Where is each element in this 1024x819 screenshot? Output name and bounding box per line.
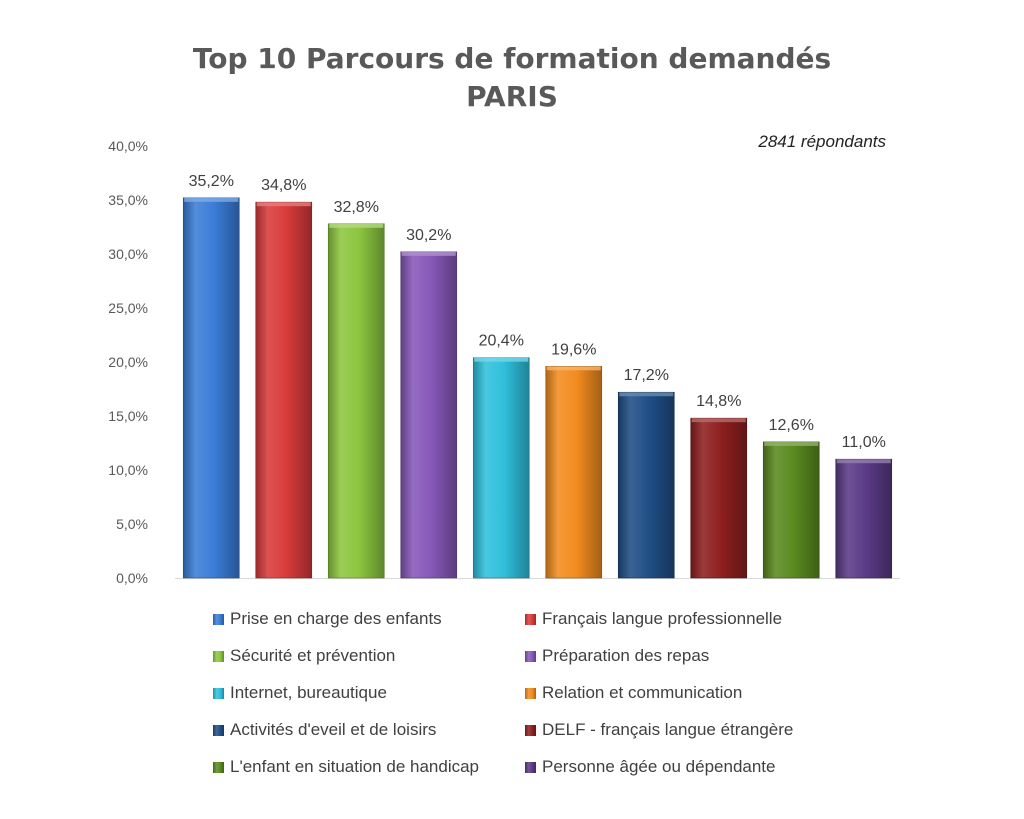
- legend-swatch: [525, 761, 536, 773]
- legend-label: Prise en charge des enfants: [230, 609, 442, 628]
- legend: Prise en charge des enfants Français lang…: [213, 606, 853, 780]
- legend-label: Activités d'eveil et de loisirs: [230, 720, 437, 739]
- chart-subtitle: PARIS: [466, 80, 558, 113]
- chart-title: Top 10 Parcours de formation demandés PA…: [0, 40, 1024, 116]
- legend-item: Relation et communication: [525, 680, 845, 706]
- y-axis: 0,0% 5,0% 10,0% 15,0% 20,0% 25,0% 30,0% 35,0% 40…: [108, 138, 900, 586]
- legend-label: Français langue professionnelle: [542, 609, 783, 628]
- legend-swatch: [213, 724, 224, 736]
- legend-swatch: [525, 724, 536, 736]
- bar: [472, 357, 530, 579]
- legend-swatch: [213, 687, 224, 699]
- bar: [182, 197, 240, 579]
- legend-swatch: [213, 650, 224, 662]
- bar: [762, 441, 820, 579]
- value-labels: 35,2% 34,8% 32,8% 30,2% 20,4% 19,6% 17,2% 14,8%…: [189, 173, 886, 451]
- legend-swatch: [213, 761, 224, 773]
- legend-label: Personne âgée ou dépendante: [542, 757, 776, 776]
- bar-top-highlight: [184, 197, 239, 202]
- bar-top-highlight: [401, 251, 456, 256]
- y-tick-label: 35,0%: [108, 192, 148, 208]
- y-tick-label: 10,0%: [108, 462, 148, 478]
- legend-item: L'enfant en situation de handicap: [213, 754, 525, 780]
- y-tick-label: 15,0%: [108, 408, 148, 424]
- legend-label: Sécurité et prévention: [230, 646, 396, 665]
- legend-item: Activités d'eveil et de loisirs: [213, 717, 525, 743]
- y-tick-label: 20,0%: [108, 354, 148, 370]
- value-label: 34,8%: [261, 177, 306, 194]
- legend-item: Sécurité et prévention: [213, 643, 525, 669]
- bar: [327, 223, 385, 579]
- value-label: 11,0%: [842, 434, 886, 451]
- chart-title-line: Top 10 Parcours de formation demandés: [192, 42, 832, 75]
- bar-top-highlight: [256, 202, 311, 207]
- bar-top-highlight: [691, 418, 746, 423]
- legend-item: Préparation des repas: [525, 643, 845, 669]
- respondents-annotation: 2841 répondants: [758, 132, 886, 151]
- value-label: 14,8%: [696, 393, 741, 410]
- bar-top-highlight: [764, 441, 819, 446]
- bar-top-highlight: [474, 357, 529, 362]
- bar-top-highlight: [619, 392, 674, 397]
- value-label: 30,2%: [406, 227, 451, 244]
- legend-item: Internet, bureautique: [213, 680, 525, 706]
- bar: [545, 366, 603, 579]
- value-label: 35,2%: [189, 173, 234, 190]
- legend-label: Préparation des repas: [542, 646, 710, 665]
- y-tick-label: 25,0%: [108, 300, 148, 316]
- legend-label: Internet, bureautique: [230, 683, 387, 702]
- legend-item: Personne âgée ou dépendante: [525, 754, 845, 780]
- legend-item: DELF - français langue étrangère: [525, 717, 845, 743]
- legend-swatch: [525, 650, 536, 662]
- y-tick-label: 40,0%: [108, 138, 148, 154]
- value-label: 17,2%: [624, 367, 669, 384]
- value-label: 19,6%: [551, 341, 596, 358]
- legend-swatch: [525, 687, 536, 699]
- bar: [255, 201, 313, 579]
- legend-item: Français langue professionnelle: [525, 606, 845, 632]
- bars: [182, 197, 893, 579]
- value-label: 20,4%: [479, 333, 524, 350]
- legend-swatch: [525, 613, 536, 625]
- bar: [835, 458, 893, 579]
- bar: [690, 417, 748, 579]
- legend-label: DELF - français langue étrangère: [542, 720, 794, 739]
- bar: [400, 251, 458, 579]
- bar-top-highlight: [329, 223, 384, 228]
- value-label: 32,8%: [334, 199, 379, 216]
- bar-chart: 0,0% 5,0% 10,0% 15,0% 20,0% 25,0% 30,0% 35,0% 40…: [108, 138, 900, 586]
- legend-label: L'enfant en situation de handicap: [230, 757, 479, 776]
- legend-item: Prise en charge des enfants: [213, 606, 525, 632]
- bar-top-highlight: [546, 366, 601, 371]
- legend-swatch: [213, 613, 224, 625]
- bar-top-highlight: [836, 459, 891, 464]
- value-label: 12,6%: [769, 417, 814, 434]
- bar: [617, 391, 675, 579]
- y-tick-label: 0,0%: [116, 570, 148, 586]
- y-tick-label: 5,0%: [116, 516, 148, 532]
- legend-label: Relation et communication: [542, 683, 743, 702]
- y-tick-label: 30,0%: [108, 246, 148, 262]
